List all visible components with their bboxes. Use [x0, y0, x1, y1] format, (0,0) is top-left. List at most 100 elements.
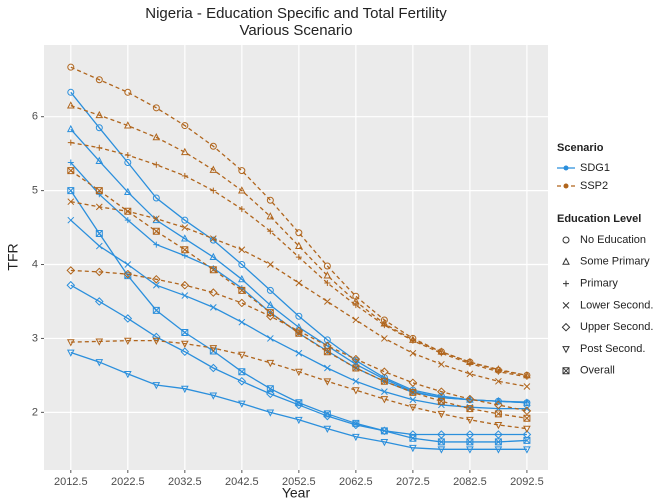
- data-point: [209, 363, 218, 373]
- data-point: [523, 373, 530, 380]
- data-point: [295, 399, 303, 407]
- data-point: [295, 368, 303, 377]
- data-point: [209, 252, 218, 261]
- data-point: [95, 359, 104, 367]
- data-point: [67, 187, 75, 195]
- legend-label: SSP2: [580, 180, 608, 192]
- legend-label: Overall: [580, 365, 615, 377]
- data-point: [466, 438, 474, 446]
- data-point: [267, 228, 274, 235]
- x-tick-label: 2042.5: [225, 476, 259, 488]
- data-point: [238, 186, 246, 194]
- series-line: [70, 284, 527, 436]
- data-point: [523, 414, 531, 422]
- data-point: [380, 367, 389, 377]
- legend-marker: [562, 367, 570, 375]
- data-point: [295, 329, 303, 337]
- data-point: [409, 337, 416, 344]
- data-point: [324, 364, 331, 372]
- y-tick-label: 2: [32, 406, 38, 418]
- data-point: [123, 121, 132, 129]
- data-point: [124, 217, 131, 224]
- data-point: [96, 144, 103, 151]
- data-point: [438, 350, 445, 357]
- data-point: [123, 187, 132, 195]
- data-point: [152, 274, 161, 284]
- data-point: [437, 438, 445, 446]
- data-point: [124, 272, 132, 280]
- data-point: [409, 444, 417, 453]
- data-point: [209, 304, 217, 311]
- data-point: [209, 236, 217, 244]
- data-point: [352, 292, 360, 300]
- y-tick-label: 5: [32, 185, 38, 197]
- legend-marker: [561, 322, 571, 332]
- legend-label: Some Primary: [580, 256, 650, 268]
- data-point: [266, 261, 274, 268]
- data-point: [466, 446, 474, 454]
- data-point: [123, 314, 133, 323]
- data-point: [152, 215, 160, 223]
- data-point: [152, 382, 161, 390]
- data-point: [238, 167, 246, 175]
- legend-marker: [562, 302, 570, 309]
- data-point: [96, 191, 103, 198]
- data-point: [238, 318, 246, 326]
- data-point: [152, 227, 160, 235]
- y-tick-label: 4: [32, 258, 38, 270]
- data-point: [95, 124, 103, 132]
- data-point: [323, 262, 331, 270]
- data-point: [95, 76, 103, 84]
- legend-title: Scenario: [557, 142, 604, 154]
- data-point: [266, 286, 274, 294]
- data-point: [295, 349, 303, 357]
- data-point: [409, 396, 417, 404]
- data-point: [495, 377, 502, 385]
- data-point: [466, 370, 474, 378]
- data-point: [67, 63, 75, 71]
- series-line: [70, 201, 528, 388]
- data-point: [123, 269, 133, 279]
- data-point: [209, 235, 217, 243]
- data-point: [95, 242, 103, 250]
- data-point: [323, 271, 332, 279]
- data-point: [380, 396, 389, 404]
- series-line: [70, 66, 528, 377]
- data-point: [209, 392, 218, 400]
- legend-marker: [562, 346, 570, 354]
- data-point: [295, 254, 302, 261]
- data-point: [466, 405, 474, 413]
- data-point: [181, 122, 189, 129]
- data-point: [66, 124, 75, 133]
- data-point: [266, 409, 275, 417]
- data-point: [523, 446, 531, 454]
- data-point: [466, 416, 474, 425]
- data-point: [266, 385, 274, 393]
- data-point: [209, 288, 218, 297]
- data-point: [266, 309, 274, 317]
- legend-swatch: [563, 183, 569, 189]
- data-point: [352, 364, 360, 372]
- data-point: [66, 349, 75, 357]
- legend-marker: [563, 280, 569, 287]
- data-point: [237, 298, 247, 308]
- data-point: [67, 198, 75, 206]
- data-point: [238, 368, 246, 376]
- x-tick-label: 2052.5: [282, 476, 316, 488]
- data-point: [95, 110, 104, 119]
- data-point: [181, 252, 188, 259]
- x-tick-label: 2012.5: [54, 476, 88, 488]
- y-tick-label: 6: [32, 111, 38, 123]
- data-point: [352, 433, 360, 442]
- legend-title: Education Level: [557, 213, 641, 225]
- data-point: [323, 348, 331, 356]
- data-point: [238, 246, 246, 254]
- data-point: [180, 147, 189, 156]
- series-line: [70, 104, 528, 377]
- data-point: [295, 279, 303, 287]
- data-point: [180, 280, 190, 290]
- data-point: [180, 234, 189, 242]
- data-point: [94, 297, 104, 306]
- legend-label: No Education: [580, 234, 646, 246]
- data-point: [351, 354, 361, 364]
